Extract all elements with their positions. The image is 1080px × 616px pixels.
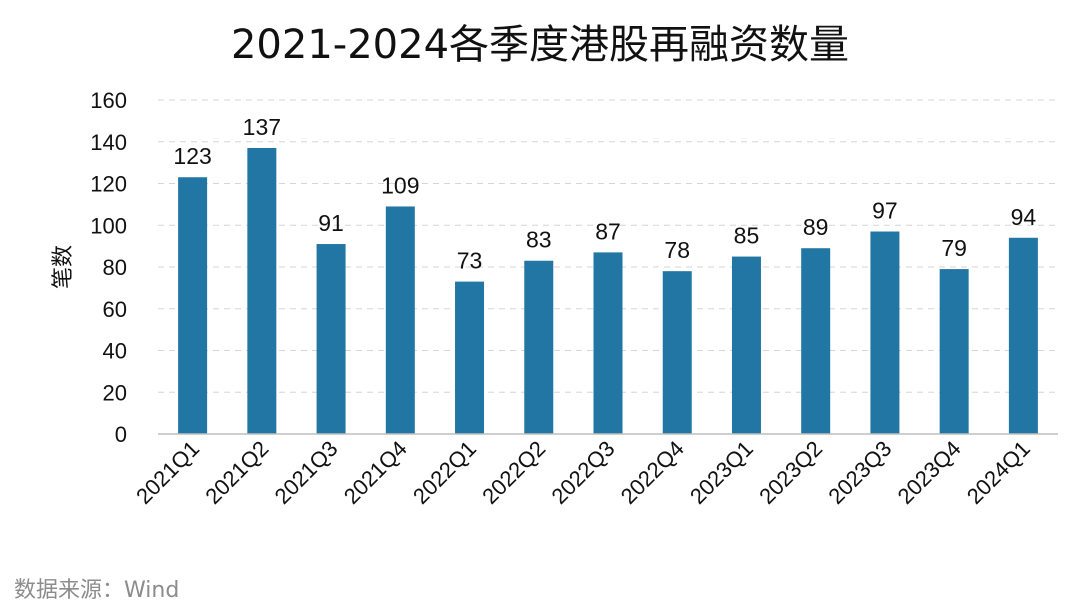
- x-tick-label: 2022Q1: [408, 436, 481, 509]
- bar-value-label: 73: [457, 248, 483, 274]
- x-tick-label: 2023Q4: [893, 436, 966, 509]
- bar-value-label: 91: [318, 210, 344, 236]
- bar: [316, 244, 346, 434]
- bar: [731, 256, 761, 434]
- x-tick-label: 2022Q4: [616, 436, 689, 509]
- y-tick-label: 80: [103, 255, 127, 280]
- bar: [870, 231, 900, 434]
- x-tick-label: 2024Q1: [962, 436, 1035, 509]
- source-note: 数据来源：Wind: [14, 578, 180, 603]
- bar-value-label: 87: [595, 218, 621, 244]
- bar-value-label: 83: [526, 227, 552, 253]
- bar-value-label: 79: [941, 235, 967, 261]
- bar-value-label: 94: [1011, 204, 1037, 230]
- bar: [662, 271, 692, 434]
- bar-value-label: 123: [173, 143, 211, 169]
- chart-title: 2021-2024各季度港股再融资数量: [231, 22, 849, 68]
- y-tick-label: 20: [103, 380, 127, 405]
- bar-value-labels: 123 137 91 109 73 83 87 78 85 89 97 79 94: [173, 114, 1036, 274]
- x-tick-label: 2021Q1: [131, 436, 204, 509]
- bar: [939, 269, 969, 434]
- y-axis-ticks: 0 20 40 60 80 100 120 140 160: [90, 88, 127, 447]
- bar-value-label: 78: [664, 237, 690, 263]
- x-tick-label: 2021Q3: [270, 436, 343, 509]
- bar: [455, 281, 485, 434]
- y-tick-label: 140: [90, 130, 127, 155]
- y-tick-label: 0: [115, 422, 127, 447]
- x-tick-label: 2021Q2: [200, 436, 273, 509]
- y-tick-label: 40: [103, 339, 127, 364]
- bar-value-label: 109: [381, 172, 419, 198]
- x-axis-ticks: 2021Q12021Q22021Q32021Q42022Q12022Q22022…: [131, 436, 1035, 509]
- x-tick-label: 2021Q4: [339, 436, 412, 509]
- y-tick-label: 120: [90, 172, 127, 197]
- x-tick-label: 2023Q1: [685, 436, 758, 509]
- bars: [178, 148, 1038, 435]
- bar: [524, 260, 554, 434]
- bar-value-label: 137: [243, 114, 281, 140]
- bar: [385, 206, 415, 434]
- bar-value-label: 85: [734, 223, 760, 249]
- x-tick-label: 2022Q2: [477, 436, 550, 509]
- y-tick-label: 60: [103, 297, 127, 322]
- y-tick-label: 160: [90, 88, 127, 113]
- bar: [593, 252, 623, 434]
- y-tick-label: 100: [90, 213, 127, 238]
- bar: [178, 177, 208, 435]
- x-tick-label: 2023Q2: [754, 436, 827, 509]
- bar-value-label: 89: [803, 214, 829, 240]
- grid-lines: [158, 99, 1058, 393]
- bar: [1008, 237, 1038, 434]
- x-tick-label: 2022Q3: [546, 436, 619, 509]
- x-tick-label: 2023Q3: [823, 436, 896, 509]
- bar: [801, 248, 831, 434]
- bar: [247, 148, 277, 434]
- bar-value-label: 97: [872, 198, 898, 224]
- y-axis-label: 笔数: [50, 245, 75, 289]
